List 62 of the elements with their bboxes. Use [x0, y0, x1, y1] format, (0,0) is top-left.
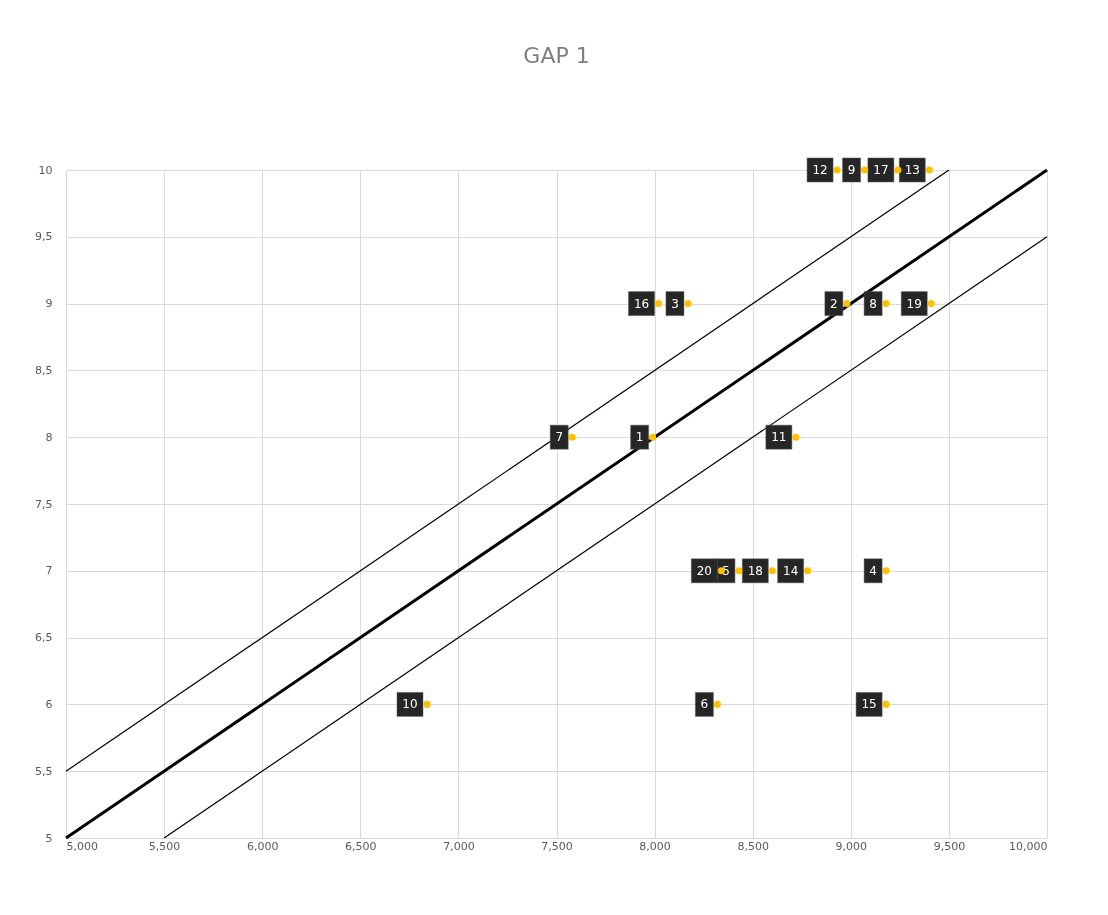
y-tick-label: 7 — [45, 564, 53, 578]
chart-title: GAP 1 — [523, 42, 590, 68]
annotation: 13 — [904, 163, 920, 177]
y-tick-label: 9 — [45, 297, 53, 311]
point — [882, 700, 890, 708]
annotation: 11 — [771, 430, 787, 445]
annotation: 7 — [555, 430, 564, 445]
annotation: 20 — [696, 563, 712, 578]
y-tick-label: 8,5 — [35, 363, 53, 377]
x-tick-label: 5,000 — [66, 839, 98, 853]
point — [735, 567, 743, 575]
point — [861, 166, 869, 174]
x-tick-label: 5,500 — [148, 839, 181, 853]
annotation: 9 — [847, 163, 856, 177]
y-tick-label: 7,5 — [35, 497, 53, 511]
y-tick-label: 5,5 — [35, 764, 53, 778]
point — [713, 700, 721, 708]
point — [843, 300, 851, 308]
annotation: 2 — [830, 296, 838, 311]
x-tick-label: 10,000 — [1009, 839, 1048, 853]
point — [649, 433, 657, 441]
annotation: 6 — [700, 697, 709, 712]
point — [882, 567, 890, 575]
annotation: 16 — [633, 296, 650, 311]
x-tick-label: 8,500 — [737, 839, 769, 853]
annotation: 3 — [671, 296, 679, 311]
y-tick-label: 6 — [45, 697, 53, 711]
y-tick-label: 6,5 — [35, 631, 53, 645]
x-tick-label: 6,000 — [246, 839, 279, 853]
annotation: 5 — [722, 563, 730, 578]
annotation: 19 — [906, 296, 922, 311]
y-tick-label: 8 — [45, 430, 53, 444]
point — [833, 166, 841, 174]
x-tick-label: 7,500 — [541, 839, 573, 853]
x-tick-label: 6,500 — [345, 839, 377, 853]
annotation: 12 — [812, 163, 828, 177]
annotation: 17 — [873, 163, 889, 177]
annotation: 15 — [861, 697, 877, 712]
annotation: 4 — [869, 563, 877, 578]
point — [925, 166, 933, 174]
point — [654, 300, 663, 308]
y-tick-label: 9,5 — [35, 230, 53, 244]
x-tick-label: 8,000 — [639, 839, 671, 853]
annotation: 14 — [783, 563, 799, 578]
annotation: 1 — [635, 430, 644, 445]
point — [927, 300, 935, 308]
x-tick-label: 9,000 — [835, 839, 868, 853]
annotation: 18 — [747, 563, 763, 578]
y-tick-label: 10 — [38, 163, 53, 177]
y-tick-label: 5 — [45, 831, 53, 845]
point — [792, 433, 800, 441]
annotation: 10 — [402, 697, 418, 712]
x-tick-label: 7,000 — [443, 839, 475, 853]
point — [568, 433, 576, 441]
point — [804, 567, 812, 575]
annotation: 8 — [869, 296, 877, 311]
point — [684, 300, 692, 308]
point — [882, 300, 890, 308]
point — [768, 567, 776, 575]
point — [423, 700, 431, 708]
x-tick-label: 9,500 — [933, 839, 966, 853]
point — [894, 166, 902, 174]
